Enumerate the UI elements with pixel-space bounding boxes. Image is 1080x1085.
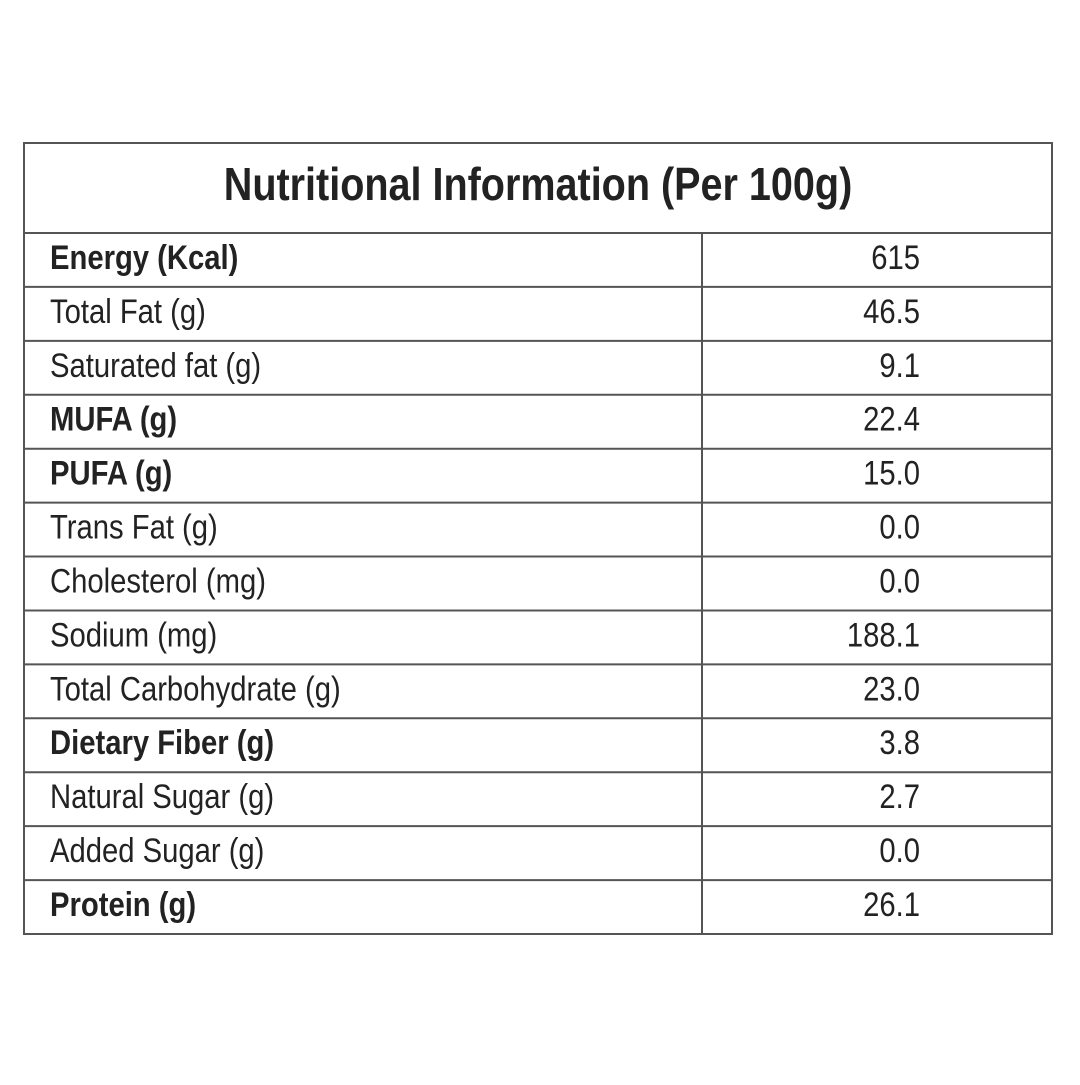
- row-label: Trans Fat (g): [50, 507, 218, 546]
- row-label: PUFA (g): [50, 454, 172, 493]
- row-value: 9.1: [879, 346, 920, 385]
- row-value: 0.0: [879, 507, 920, 546]
- row-label: Total Fat (g): [50, 292, 206, 331]
- row-label: Protein (g): [50, 885, 196, 924]
- row-value: 188.1: [847, 615, 920, 654]
- row-label: Sodium (mg): [50, 615, 217, 654]
- row-value: 22.4: [863, 400, 920, 439]
- row-value: 3.8: [879, 723, 920, 762]
- row-label: Natural Sugar (g): [50, 777, 274, 816]
- row-value: 23.0: [863, 669, 920, 708]
- row-label: MUFA (g): [50, 400, 177, 439]
- row-value: 15.0: [863, 454, 920, 493]
- row-label: Cholesterol (mg): [50, 561, 266, 600]
- row-label: Dietary Fiber (g): [50, 723, 274, 762]
- row-value: 615: [871, 238, 920, 277]
- row-label: Saturated fat (g): [50, 346, 261, 385]
- row-value: 0.0: [879, 561, 920, 600]
- row-label: Added Sugar (g): [50, 831, 264, 870]
- table-border: [23, 142, 1053, 935]
- table-title: Nutritional Information (Per 100g): [224, 159, 852, 210]
- row-value: 46.5: [863, 292, 920, 331]
- row-value: 2.7: [879, 777, 920, 816]
- row-value: 26.1: [863, 885, 920, 924]
- row-label: Total Carbohydrate (g): [50, 669, 341, 708]
- row-value: 0.0: [879, 831, 920, 870]
- row-label: Energy (Kcal): [50, 238, 238, 277]
